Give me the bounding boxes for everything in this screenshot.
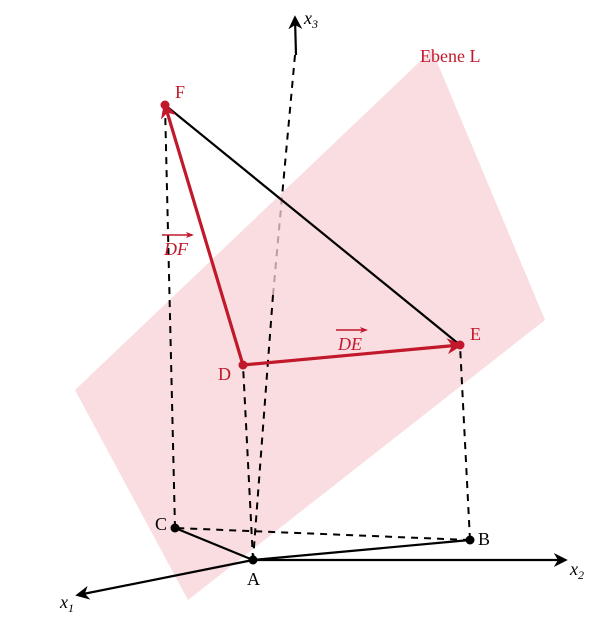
x3-axis-tip xyxy=(295,18,296,55)
plane-label: Ebene L xyxy=(420,46,480,66)
label-E: E xyxy=(470,324,481,344)
point-C xyxy=(171,524,180,533)
x3-axis-label: x3 xyxy=(303,8,318,31)
point-D xyxy=(239,361,248,370)
label-vec-DF: DF xyxy=(163,239,189,259)
label-D: D xyxy=(218,364,231,384)
point-F xyxy=(161,101,170,110)
x1-axis-label: x1 xyxy=(59,592,74,615)
x2-axis-label: x2 xyxy=(569,559,584,582)
point-A xyxy=(249,556,258,565)
label-B: B xyxy=(478,529,490,549)
point-B xyxy=(466,536,475,545)
label-C: C xyxy=(155,514,167,534)
label-F: F xyxy=(175,82,185,102)
label-A: A xyxy=(247,569,260,589)
point-E xyxy=(456,341,465,350)
x1-axis xyxy=(78,560,253,595)
label-vec-DE: DE xyxy=(337,334,362,354)
edge-A-B xyxy=(253,540,470,560)
